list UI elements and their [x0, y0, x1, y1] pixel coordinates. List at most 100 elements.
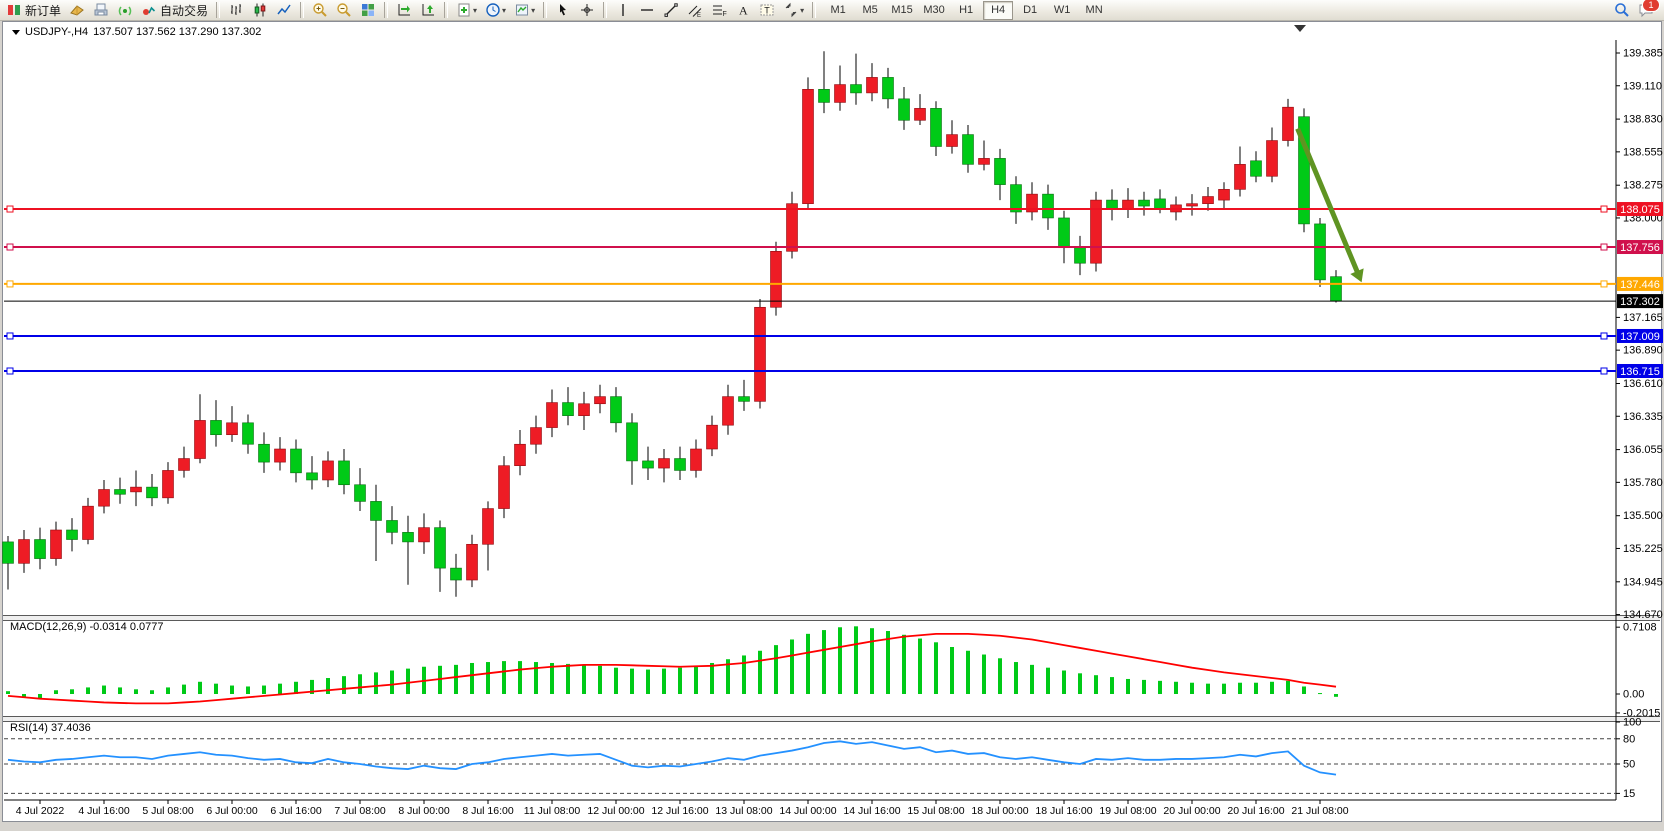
timeframe-m15[interactable]: M15: [891, 4, 913, 16]
macd-axis[interactable]: 0.7108 0.00 -0.2015: [1616, 622, 1660, 720]
gold-book-icon[interactable]: [66, 0, 88, 20]
dropdown-arrow-icon[interactable]: ▾: [531, 5, 536, 15]
templates-icon[interactable]: ▾: [511, 0, 538, 20]
macd-bar: [982, 654, 986, 694]
candle-body: [610, 396, 622, 424]
chart-title[interactable]: USDJPY-,H4 137.507 137.562 137.290 137.3…: [12, 26, 261, 38]
macd-bar: [598, 665, 602, 694]
search-icon-wrap[interactable]: [1614, 2, 1630, 18]
toolbar-separator: [543, 2, 548, 18]
candlestick-chart-icon[interactable]: [249, 0, 271, 20]
candle-body: [1058, 217, 1070, 249]
zoom-out-icon[interactable]: [333, 0, 355, 20]
autotrading-button[interactable]: 自动交易: [138, 0, 211, 20]
macd-bar: [678, 667, 682, 694]
timeframe-mn[interactable]: MN: [1085, 4, 1103, 16]
rsi-line: [7, 740, 1337, 776]
macd-bar: [230, 685, 234, 694]
timeframe-h1[interactable]: H1: [959, 4, 974, 16]
dropdown-arrow-icon[interactable]: ▾: [800, 5, 805, 15]
chart-shift-marker[interactable]: [1294, 25, 1306, 32]
channel-icon[interactable]: E: [684, 0, 706, 20]
chart-shift-icon: [420, 2, 436, 18]
macd-bar: [758, 650, 762, 694]
time-label: 6 Jul 00:00: [206, 805, 258, 817]
symbol-dropdown-icon[interactable]: [12, 29, 20, 35]
candle-body: [1314, 223, 1326, 281]
periods-icon[interactable]: ▾: [482, 0, 509, 20]
timeframe-w1[interactable]: W1: [1053, 4, 1071, 16]
text-icon[interactable]: A: [732, 0, 754, 20]
chat-icon-wrap[interactable]: 1: [1638, 0, 1660, 18]
candle-body: [1154, 198, 1166, 209]
new-order-icon: [6, 2, 22, 18]
pane-separators[interactable]: [3, 615, 1660, 722]
rsi-axis[interactable]: 100 80 50 15: [1616, 717, 1641, 800]
price-axis[interactable]: 139.385 139.110 138.830 138.555 138.275 138.0…: [1616, 48, 1663, 622]
timeframe-m1[interactable]: M1: [830, 4, 846, 16]
macd-bar: [118, 687, 122, 694]
macd-bar: [38, 694, 42, 699]
bar-chart-icon[interactable]: [225, 0, 247, 20]
time-label: 8 Jul 16:00: [462, 805, 514, 817]
auto-scroll-icon[interactable]: [393, 0, 415, 20]
printer-icon[interactable]: [90, 0, 112, 20]
candle-body: [306, 472, 318, 481]
macd-bar: [246, 686, 250, 694]
crosshair-icon[interactable]: [576, 0, 598, 20]
svg-text:136.335: 136.335: [1623, 411, 1663, 423]
macd-bar: [150, 690, 154, 694]
time-axis[interactable]: 4 Jul 2022 4 Jul 16:00 5 Jul 08:00 6 Jul 00…: [16, 800, 1349, 817]
candle-body: [834, 84, 846, 103]
macd-bar: [1270, 681, 1274, 694]
dropdown-arrow-icon[interactable]: ▾: [502, 5, 507, 15]
arrows-icon[interactable]: ▾: [780, 0, 807, 20]
macd-bar: [534, 662, 538, 694]
trendline-icon[interactable]: [660, 0, 682, 20]
candle-body: [754, 306, 766, 402]
ohlc-values: 137.507 137.562 137.290 137.302: [93, 26, 262, 38]
zoom-in-icon[interactable]: [309, 0, 331, 20]
macd-bar: [1158, 680, 1162, 694]
toolbar-right-group: 1: [1614, 0, 1662, 18]
line-chart-icon[interactable]: [273, 0, 295, 20]
horizontal-line-icon[interactable]: [636, 0, 658, 20]
svg-text:15: 15: [1623, 788, 1635, 800]
horizontal-price-lines[interactable]: 138.075 137.756 137.446 137.302 137.009 136.7…: [4, 202, 1663, 378]
time-label: 12 Jul 00:00: [587, 805, 644, 817]
svg-text:80: 80: [1623, 733, 1635, 745]
timeframe-h4[interactable]: H4: [983, 0, 1014, 20]
macd-bar: [662, 668, 666, 694]
auto-scroll-icon: [396, 2, 412, 18]
timeframe-m30[interactable]: M30: [923, 4, 945, 16]
cursor-icon[interactable]: [552, 0, 574, 20]
signal-icon[interactable]: [114, 0, 136, 20]
svg-text:A: A: [739, 4, 748, 18]
svg-text:100: 100: [1623, 717, 1641, 729]
line-handle: [6, 205, 14, 213]
new-chart-icon[interactable]: ▾: [453, 0, 480, 20]
timeframe-m5[interactable]: M5: [862, 4, 878, 16]
new-order-button-label: 新订单: [25, 3, 62, 18]
macd-bar: [966, 650, 970, 694]
new-order-button[interactable]: 新订单: [3, 0, 64, 20]
candle-body: [1282, 106, 1294, 141]
candle-body: [402, 532, 414, 543]
printer-icon: [93, 2, 109, 18]
tile-windows-icon[interactable]: [357, 0, 379, 20]
timeframe-d1[interactable]: D1: [1023, 4, 1038, 16]
chart-shift-icon[interactable]: [417, 0, 439, 20]
time-label: 13 Jul 08:00: [715, 805, 772, 817]
search-icon[interactable]: [1614, 2, 1630, 18]
trend-arrow[interactable]: [1295, 127, 1364, 283]
candle-body: [818, 89, 830, 103]
time-label: 21 Jul 08:00: [1291, 805, 1348, 817]
text-label-icon[interactable]: T: [756, 0, 778, 20]
fibonacci-icon[interactable]: F: [708, 0, 730, 20]
candle-body: [482, 508, 494, 545]
vertical-line-icon[interactable]: [612, 0, 634, 20]
macd-bar: [902, 634, 906, 694]
horizontal-line-icon: [639, 2, 655, 18]
dropdown-arrow-icon[interactable]: ▾: [473, 5, 478, 15]
